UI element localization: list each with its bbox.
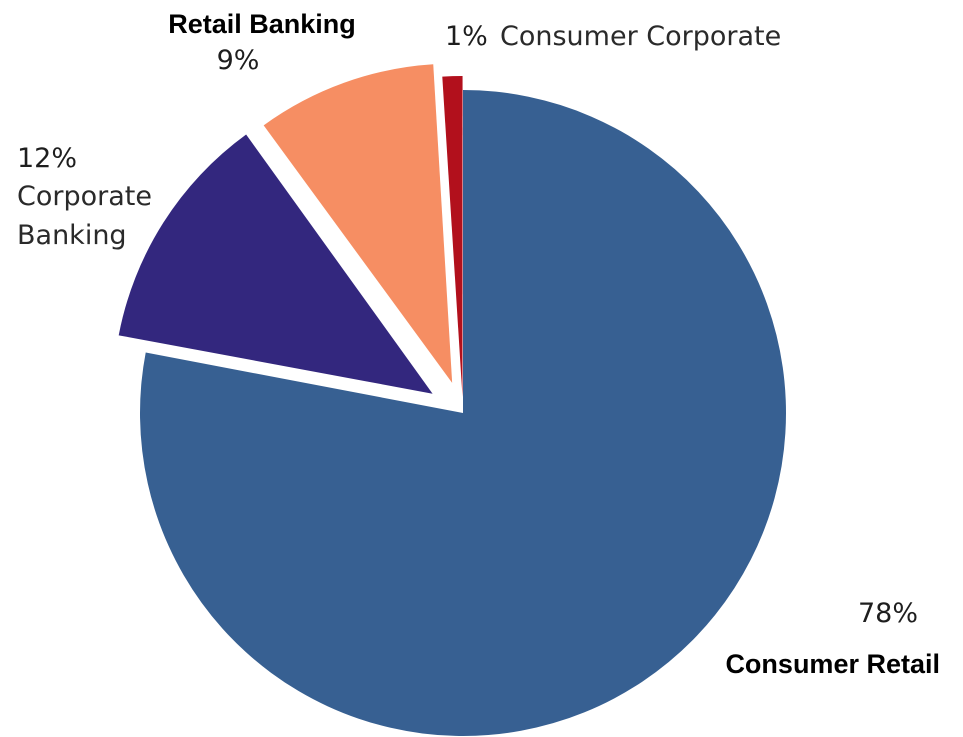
label-consumer-corporate-name: Consumer Corporate	[500, 21, 781, 52]
label-corporate-banking-name-line1: Corporate	[17, 181, 152, 212]
pie-labels: Retail Banking 9% 1% Consumer Corporate …	[17, 9, 940, 679]
pie-slice-retail-banking	[263, 64, 453, 383]
pie-slice-consumer-corporate	[442, 76, 463, 398]
label-consumer-retail-name: Consumer Retail	[725, 649, 940, 679]
label-corporate-banking-percent: 12%	[17, 143, 77, 174]
pie-slice-corporate-banking	[118, 134, 433, 394]
label-consumer-corporate-percent: 1%	[445, 21, 488, 52]
label-consumer-retail-percent: 78%	[858, 598, 918, 629]
pie-slices	[118, 64, 787, 737]
label-retail-banking-percent: 9%	[217, 45, 260, 76]
pie-slice-consumer-retail	[140, 90, 787, 737]
label-corporate-banking-name-line2: Banking	[17, 220, 127, 251]
label-retail-banking-name: Retail Banking	[168, 9, 356, 39]
